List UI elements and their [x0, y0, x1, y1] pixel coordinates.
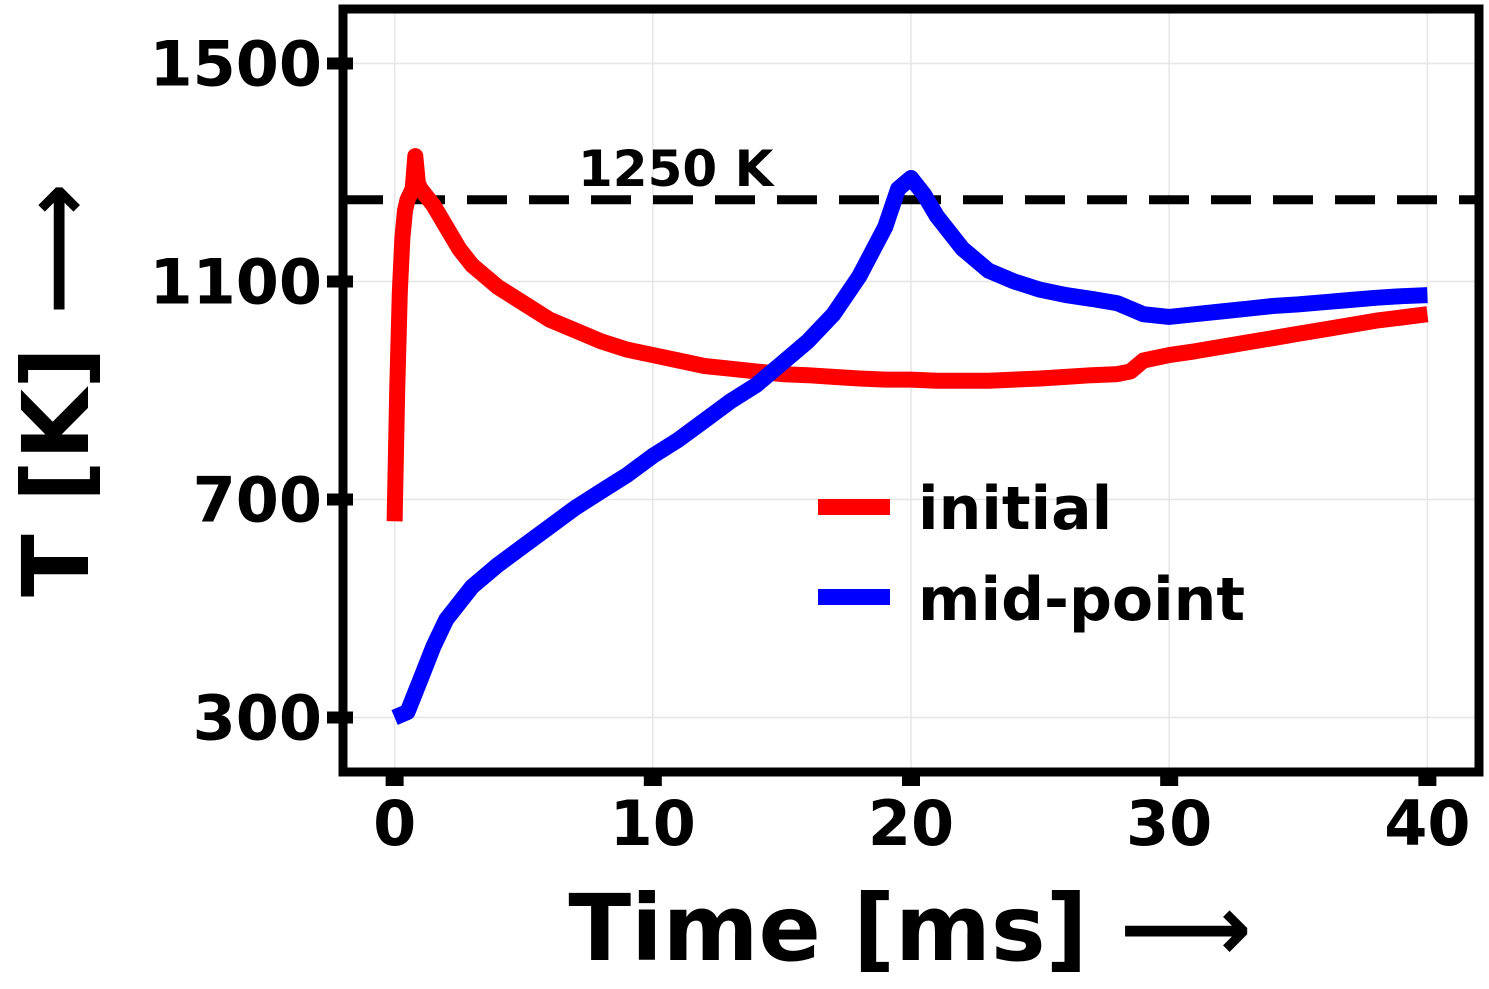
legend-label-initial: initial — [918, 474, 1112, 544]
reference-line-group: 1250 K — [343, 140, 1479, 205]
series-group — [386, 148, 1429, 725]
y-tick-label: 1100 — [149, 246, 322, 319]
y-axis-label: T [K] ⟶ — [3, 183, 110, 597]
y-tick-label: 300 — [193, 682, 322, 755]
x-tick-label: 30 — [1126, 787, 1212, 860]
y-axis-ticks: 300 700 1100 1500 — [149, 28, 353, 755]
grid — [343, 9, 1479, 772]
legend-label-mid-point: mid-point — [918, 565, 1245, 635]
reference-line-label: 1250 K — [578, 140, 776, 198]
series-line-initial — [386, 148, 1429, 522]
series-line-mid-point — [391, 170, 1428, 725]
y-tick-label: 1500 — [149, 28, 322, 101]
x-tick-label: 20 — [868, 787, 954, 860]
y-tick-label: 700 — [193, 464, 322, 537]
x-axis-label: Time [ms] ⟶ — [568, 875, 1251, 982]
x-tick-label: 0 — [373, 787, 416, 860]
x-axis-ticks: 0 10 20 30 40 — [373, 768, 1471, 860]
x-tick-label: 10 — [610, 787, 696, 860]
x-tick-label: 40 — [1384, 787, 1470, 860]
legend: initial mid-point — [818, 474, 1245, 635]
